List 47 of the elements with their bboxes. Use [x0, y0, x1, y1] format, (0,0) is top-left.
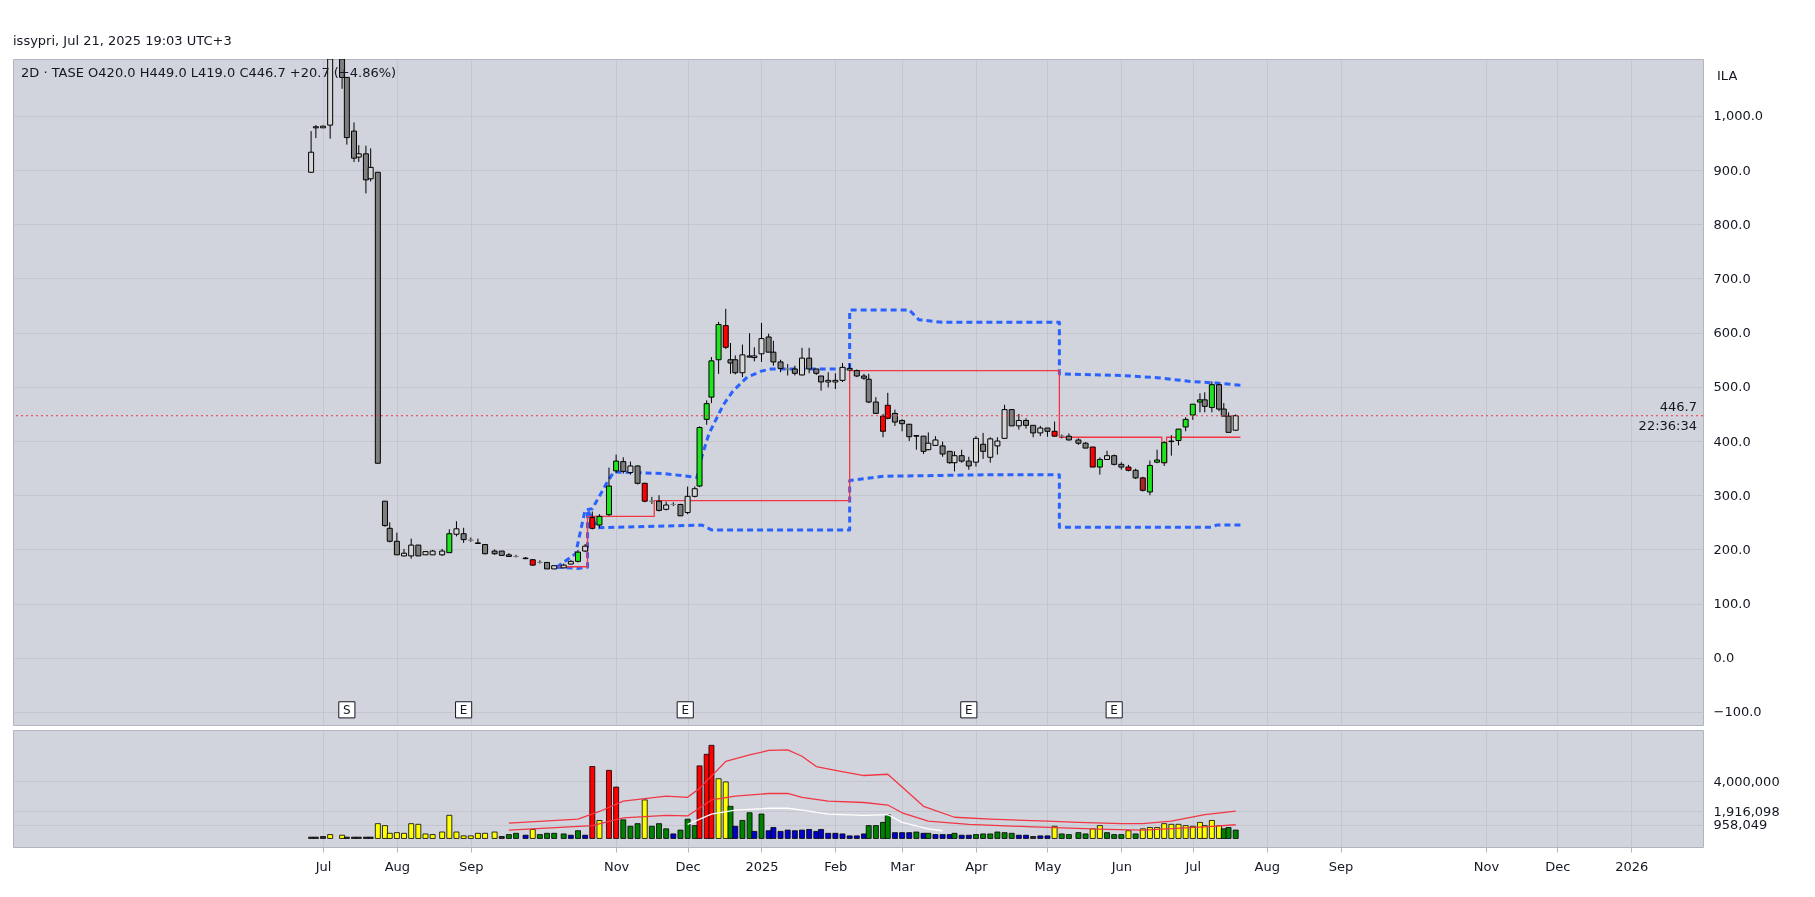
y-tick-label: 1,916,098 [1713, 803, 1780, 819]
x-tick-label: Aug [384, 858, 411, 874]
annotation: 22:36:34 [1638, 417, 1697, 433]
y-tick-label: 300.0 [1713, 487, 1751, 503]
y-tick-label: 100.0 [1713, 596, 1751, 612]
x-tick-label: Sep [1328, 858, 1354, 874]
x-tick-label: Feb [824, 858, 848, 874]
annotation: E [459, 702, 468, 717]
line-series [508, 792, 1237, 831]
line-series [508, 749, 1237, 825]
annotation: E [965, 702, 973, 717]
y-tick-label: 400.0 [1713, 433, 1751, 449]
annotation: S [343, 702, 351, 717]
line-series [686, 807, 944, 832]
x-tick-label: Apr [965, 858, 989, 874]
x-tick-label: Mar [890, 858, 916, 874]
x-tick-label: Dec [675, 858, 701, 874]
x-tick-label: 2026 [1615, 858, 1649, 874]
y-tick-label: 1,000.0 [1713, 108, 1764, 124]
candlestick [474, 538, 481, 544]
y-tick-label: 200.0 [1713, 541, 1751, 557]
x-tick-label: Nov [1473, 858, 1500, 874]
candlestick [703, 399, 710, 426]
y-tick-label: 4,000,000 [1713, 773, 1780, 789]
candlestick [308, 130, 315, 173]
x-tick-label: May [1034, 858, 1062, 874]
annotation: E [1110, 702, 1118, 717]
y-tick-label: 900.0 [1713, 162, 1751, 178]
text: ILA [1717, 68, 1738, 83]
y-tick-label: 600.0 [1713, 325, 1751, 341]
x-tick-label: 2025 [745, 858, 779, 874]
y-tick-label: −100.0 [1713, 704, 1762, 720]
y-tick-label: 958,049 [1713, 817, 1768, 833]
x-tick-label: Jul [1184, 858, 1202, 874]
y-tick-label: 800.0 [1713, 216, 1751, 232]
x-tick-label: Dec [1545, 858, 1571, 874]
y-tick-label: 500.0 [1713, 379, 1751, 395]
y-tick-label: 0.0 [1713, 650, 1735, 666]
x-tick-label: Aug [1254, 858, 1280, 874]
x-tick-label: Jul [314, 858, 332, 874]
annotation: E [681, 702, 690, 717]
x-tick-label: Nov [603, 858, 630, 874]
x-tick-label: Jun [1110, 858, 1132, 874]
x-tick-label: Sep [459, 858, 484, 874]
y-tick-label: 700.0 [1713, 270, 1751, 286]
ref-line-label: 446.7 [1659, 398, 1697, 414]
text: issypri, Jul 21, 2025 19:03 UTC+3 [13, 33, 232, 48]
